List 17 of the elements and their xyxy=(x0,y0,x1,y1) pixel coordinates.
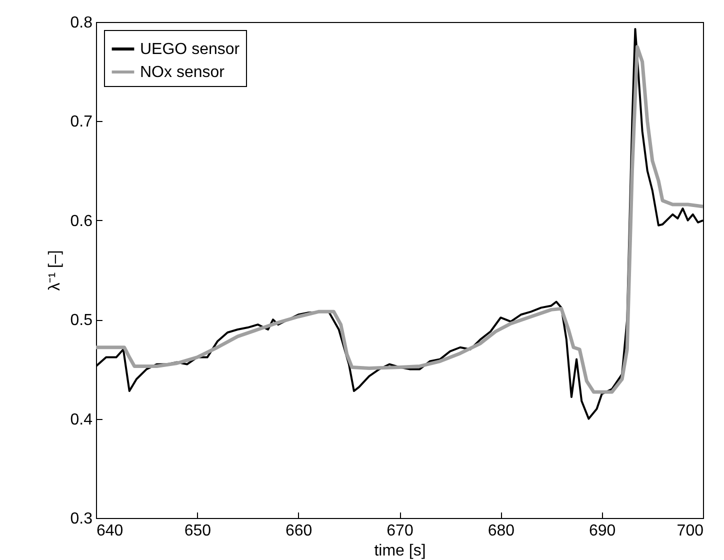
x-tick-label: 650 xyxy=(184,522,212,540)
legend-label: NOx sensor xyxy=(140,64,226,81)
y-tick-label: 0.5 xyxy=(70,312,93,330)
y-tick-label: 0.6 xyxy=(70,212,93,230)
y-tick-label: 0.8 xyxy=(70,14,93,32)
x-tick-label: 670 xyxy=(386,522,414,540)
x-tick-label: 690 xyxy=(588,522,616,540)
y-tick-label: 0.7 xyxy=(70,114,93,131)
x-axis-title: time [s] xyxy=(374,542,426,560)
y-tick-label: 0.4 xyxy=(70,411,93,428)
y-tick-label: 0.3 xyxy=(70,510,93,528)
x-tick-label: 680 xyxy=(488,522,515,540)
y-axis-title: λ⁻¹ [–] xyxy=(46,250,64,291)
x-tick-label: 640 xyxy=(96,522,124,540)
x-tick-label: 700 xyxy=(676,522,704,540)
legend-label: UEGO sensor xyxy=(140,41,240,58)
x-tick-label: 660 xyxy=(285,522,312,540)
